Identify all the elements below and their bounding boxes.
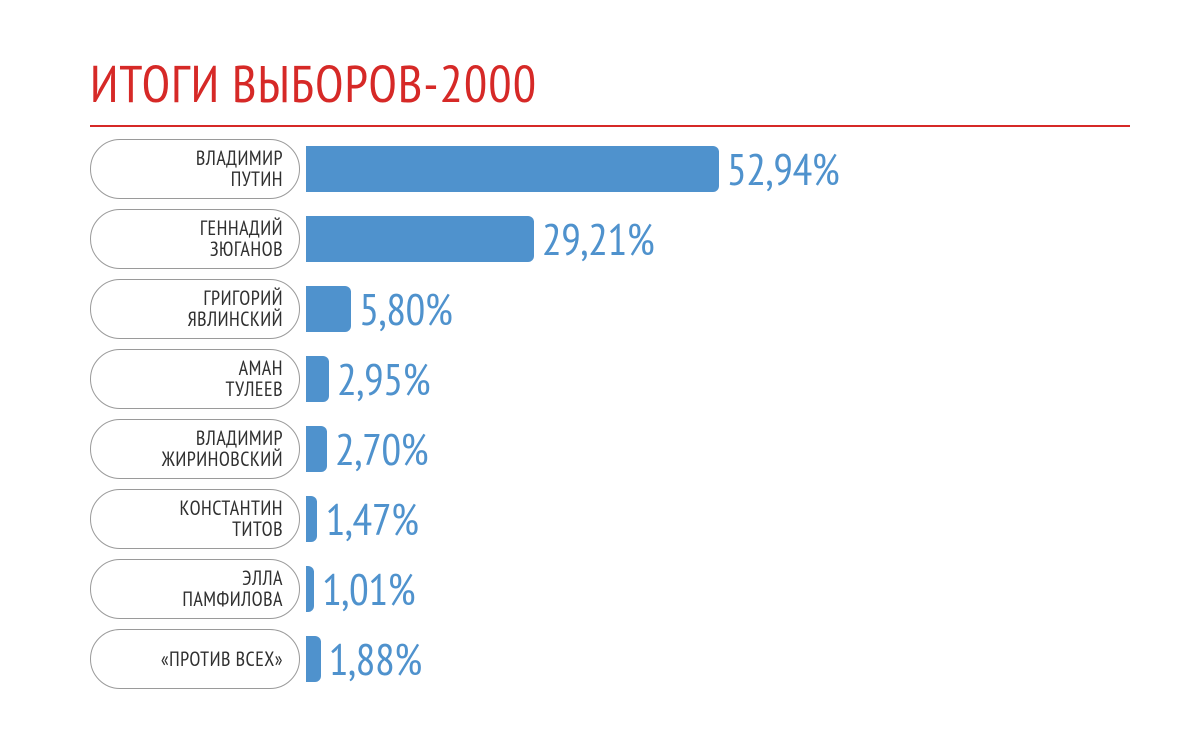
chart-row: ЭЛЛАПАМФИЛОВА 1,01% [90,559,1130,619]
bar-wrap: 2,70% [300,419,1130,479]
candidate-label-line2: ТИТОВ [232,519,283,540]
candidate-label: ГЕННАДИЙЗЮГАНОВ [90,209,300,269]
value-label: 29,21% [542,211,654,268]
bar [306,426,327,472]
candidate-label: АМАНТУЛЕЕВ [90,349,300,409]
candidate-label: КОНСТАНТИНТИТОВ [90,489,300,549]
bar [306,636,321,682]
value-label: 52,94% [727,141,839,198]
bar [306,566,314,612]
title-rule [90,125,1130,127]
chart-title: ИТОГИ ВЫБОРОВ-2000 [90,50,1130,117]
chart-row: КОНСТАНТИНТИТОВ 1,47% [90,489,1130,549]
bar [306,286,351,332]
bar [306,496,317,542]
candidate-label: ВЛАДИМИРЖИРИНОВСКИЙ [90,419,300,479]
chart-row: ГЕННАДИЙЗЮГАНОВ 29,21% [90,209,1130,269]
value-label: 1,01% [322,561,415,618]
candidate-label-line2: ЗЮГАНОВ [210,239,283,260]
value-label: 1,88% [329,631,422,688]
bar-wrap: 5,80% [300,279,1130,339]
candidate-label: ГРИГОРИЙЯВЛИНСКИЙ [90,279,300,339]
chart-row: ВЛАДИМИРЖИРИНОВСКИЙ 2,70% [90,419,1130,479]
bar-wrap: 2,95% [300,349,1130,409]
candidate-label-line1: «ПРОТИВ ВСЕХ» [161,649,283,670]
election-results-chart: ВЛАДИМИРПУТИН 52,94% ГЕННАДИЙЗЮГАНОВ 29,21%… [90,139,1130,689]
candidate-label-line2: ЯВЛИНСКИЙ [187,309,283,330]
chart-row: ВЛАДИМИРПУТИН 52,94% [90,139,1130,199]
bar-wrap: 1,01% [300,559,1130,619]
chart-row: ГРИГОРИЙЯВЛИНСКИЙ 5,80% [90,279,1130,339]
candidate-label-line2: ТУЛЕЕВ [226,379,283,400]
candidate-label: ЭЛЛАПАМФИЛОВА [90,559,300,619]
chart-row: «ПРОТИВ ВСЕХ» 1,88% [90,629,1130,689]
value-label: 2,95% [337,351,430,408]
bar-wrap: 1,88% [300,629,1130,689]
value-label: 5,80% [359,281,452,338]
value-label: 2,70% [335,421,428,478]
bar-wrap: 29,21% [300,209,1130,269]
bar [306,356,329,402]
candidate-label-line2: ПУТИН [231,169,283,190]
bar-wrap: 1,47% [300,489,1130,549]
bar [306,216,534,262]
candidate-label: «ПРОТИВ ВСЕХ» [90,629,300,689]
value-label: 1,47% [325,491,418,548]
candidate-label-line2: ЖИРИНОВСКИЙ [162,449,283,470]
bar-wrap: 52,94% [300,139,1130,199]
bar [306,146,719,192]
chart-row: АМАНТУЛЕЕВ 2,95% [90,349,1130,409]
candidate-label: ВЛАДИМИРПУТИН [90,139,300,199]
candidate-label-line2: ПАМФИЛОВА [182,589,283,610]
